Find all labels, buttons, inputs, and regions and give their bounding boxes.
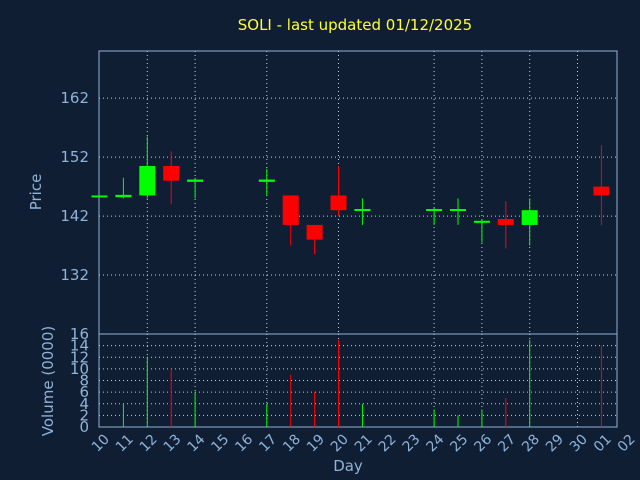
- volume-bars: [122, 339, 602, 427]
- x-tick-label: 28: [519, 431, 543, 455]
- x-tick-label: 27: [495, 431, 519, 455]
- candle-body: [426, 209, 443, 212]
- x-tick-label: 12: [137, 431, 161, 455]
- candle-body: [91, 195, 108, 198]
- x-tick-label: 19: [304, 431, 328, 455]
- x-tick-label: 16: [232, 431, 256, 455]
- x-tick-label: 24: [424, 431, 448, 455]
- x-tick-label: 18: [280, 431, 304, 455]
- candle-body: [473, 220, 490, 223]
- candle-body: [330, 195, 347, 211]
- volume-tick-label: 0: [79, 418, 89, 436]
- volume-tick-label: 6: [79, 383, 89, 401]
- candle-body: [187, 179, 204, 182]
- volume-tick-label: 14: [70, 337, 89, 355]
- x-tick-label: 13: [161, 431, 185, 455]
- price-panel: [98, 50, 618, 335]
- x-tick-label: 15: [208, 431, 232, 455]
- x-tick-label: 30: [567, 431, 591, 455]
- volume-tick-label: 2: [79, 406, 89, 424]
- x-tick-label: 21: [352, 431, 376, 455]
- x-tick-label: 01: [591, 431, 615, 455]
- candle-body: [163, 165, 180, 181]
- x-tick-label: 25: [447, 431, 471, 455]
- volume-tick-label: 8: [79, 372, 89, 390]
- volume-grid: [99, 334, 617, 427]
- x-axis-label: Day: [333, 457, 363, 475]
- volume-tick-label: 16: [70, 325, 89, 343]
- x-axis: 10 11 12 13 14 15 16 17 18 19 20 21 22 23 24 25 26 27 28 29…: [89, 431, 639, 455]
- volume-tick-label: 4: [79, 395, 89, 413]
- candle-body: [521, 210, 538, 225]
- price-tick-label: 142: [60, 207, 89, 225]
- x-tick-label: 26: [471, 431, 495, 455]
- candle-body: [354, 209, 371, 212]
- x-tick-label: 10: [89, 431, 113, 455]
- x-tick-label: 17: [256, 431, 280, 455]
- x-tick-label: 02: [615, 431, 639, 455]
- candle-body: [497, 219, 514, 225]
- chart-title: SOLI - last updated 01/12/2025: [238, 16, 472, 34]
- y-axis-label-volume: Volume (0000): [39, 326, 57, 436]
- x-tick-label: 29: [543, 431, 567, 455]
- candle-body: [282, 195, 299, 225]
- candle-body: [139, 165, 156, 196]
- price-grid: [99, 51, 617, 334]
- candle-body: [450, 209, 466, 212]
- x-tick-label: 23: [400, 431, 424, 455]
- candle-body: [258, 179, 275, 182]
- volume-tick-label: 10: [70, 360, 89, 378]
- x-tick-label: 20: [328, 431, 352, 455]
- y-axis-label-price: Price: [27, 174, 45, 211]
- price-tick-label: 152: [60, 148, 89, 166]
- candle-body: [593, 186, 610, 196]
- price-axis: 132 142 152 162: [60, 89, 89, 284]
- price-tick-label: 162: [60, 89, 89, 107]
- volume-tick-label: 12: [70, 348, 89, 366]
- price-tick-label: 132: [60, 266, 89, 284]
- candles: [91, 136, 610, 255]
- x-tick-label: 11: [113, 431, 137, 455]
- x-tick-label: 14: [185, 431, 209, 455]
- candle-body: [306, 224, 323, 240]
- volume-panel: [98, 333, 618, 428]
- x-tick-label: 22: [376, 431, 400, 455]
- candle-body: [115, 194, 132, 198]
